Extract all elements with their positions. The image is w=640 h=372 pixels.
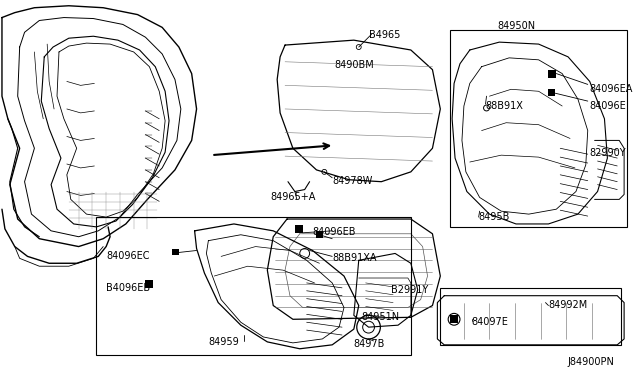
Bar	[450, 315, 458, 323]
Text: 82990Y: 82990Y	[589, 148, 627, 158]
Text: 84096EC: 84096EC	[106, 251, 150, 262]
Text: B2991Y: B2991Y	[391, 285, 428, 295]
Text: 84992M: 84992M	[548, 299, 588, 310]
Text: B4096EB: B4096EB	[106, 283, 150, 293]
Text: 84959: 84959	[209, 337, 239, 347]
Text: 84096EB: 84096EB	[312, 227, 356, 237]
Bar	[548, 89, 556, 96]
Text: 84950N: 84950N	[497, 20, 535, 31]
Text: J84900PN: J84900PN	[568, 357, 614, 367]
Bar	[548, 70, 556, 77]
Bar	[440, 288, 621, 345]
Bar	[450, 31, 627, 227]
Bar	[96, 217, 411, 355]
Text: 84096EA: 84096EA	[589, 84, 633, 94]
Text: B4965: B4965	[369, 31, 400, 40]
Bar	[316, 231, 323, 238]
Text: 84097E: 84097E	[472, 317, 509, 327]
Text: 84096E: 84096E	[589, 101, 627, 111]
Bar	[145, 280, 154, 288]
Text: 8497B: 8497B	[353, 339, 384, 349]
Bar	[295, 225, 303, 233]
Text: 8490BM: 8490BM	[334, 60, 374, 70]
Text: 88B91XA: 88B91XA	[332, 253, 377, 263]
Text: 84951N: 84951N	[362, 312, 400, 323]
Text: 8495B: 8495B	[479, 212, 510, 222]
Text: 84965+A: 84965+A	[270, 192, 316, 202]
Bar	[172, 248, 179, 256]
Text: 88B91X: 88B91X	[486, 101, 524, 111]
Text: 84978W: 84978W	[332, 176, 372, 186]
